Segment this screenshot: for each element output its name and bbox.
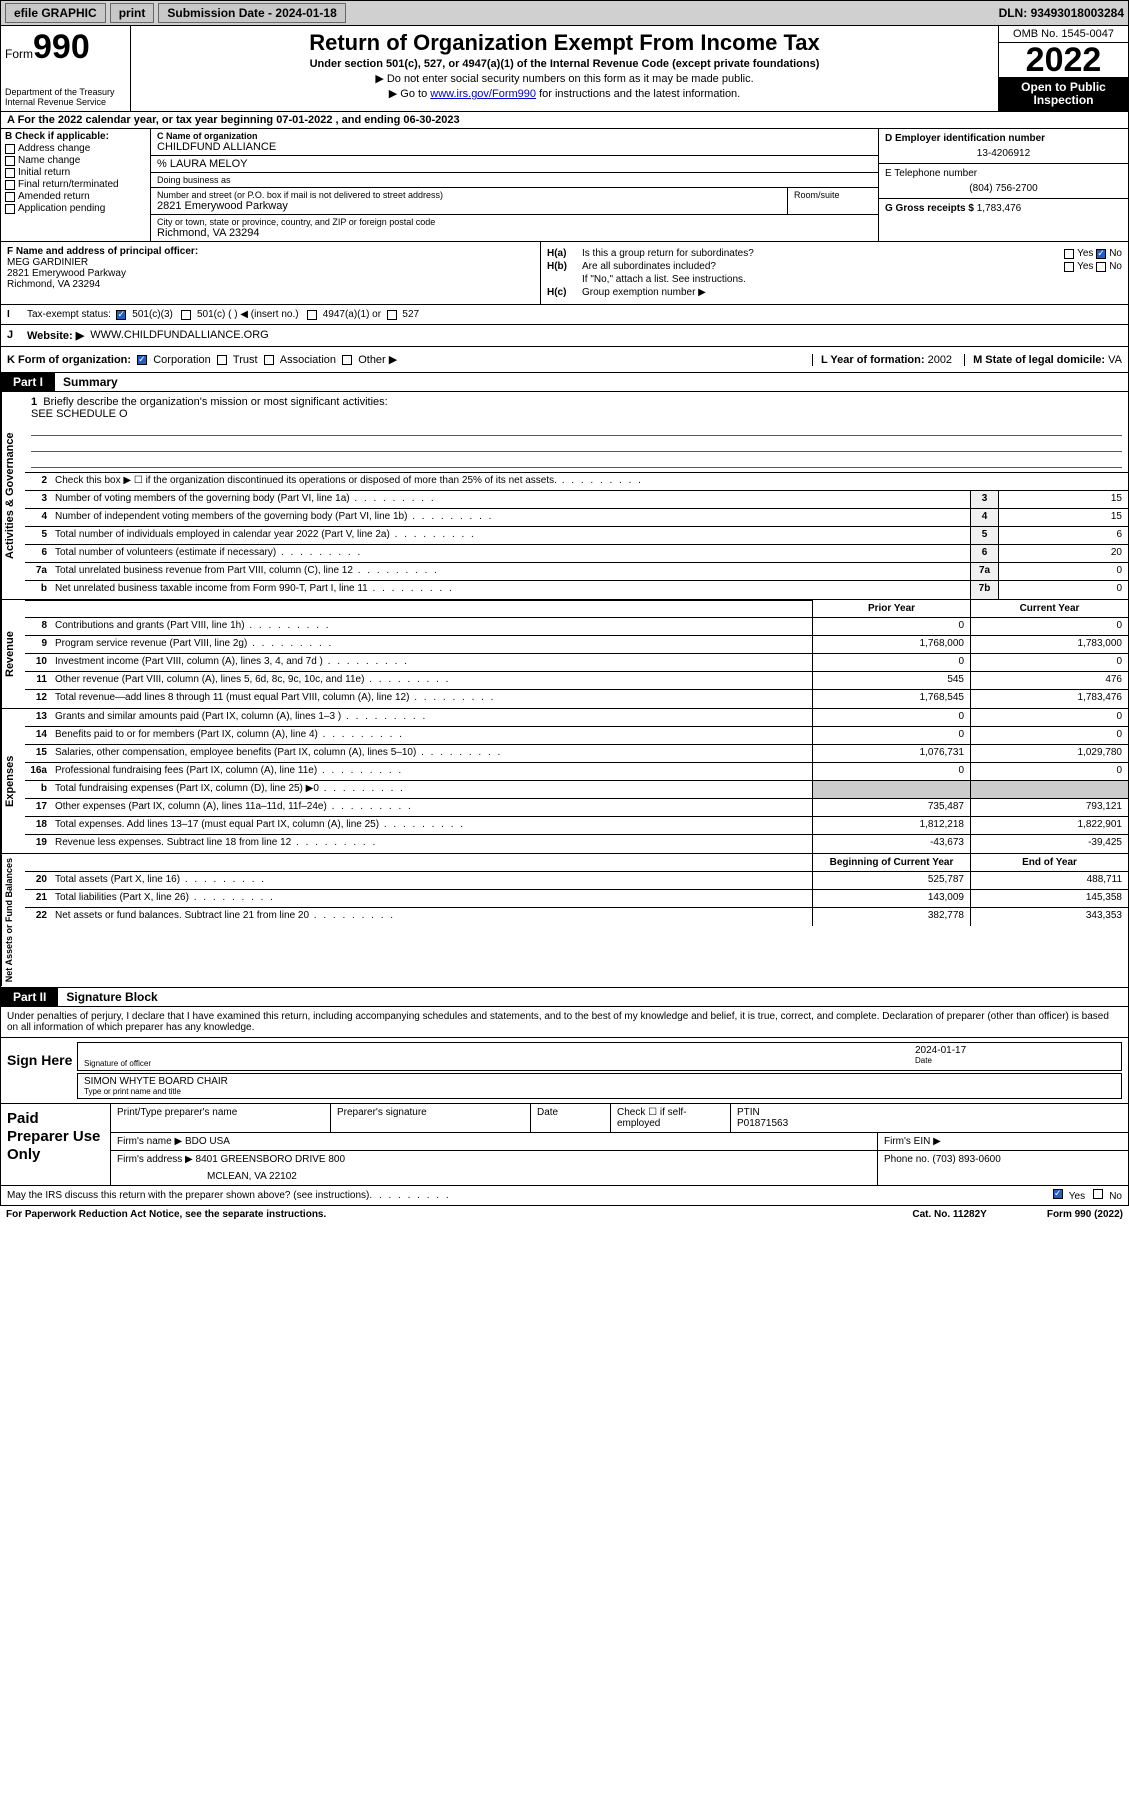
- officer-row: F Name and address of principal officer:…: [0, 242, 1129, 305]
- tax-status-row: I Tax-exempt status: 501(c)(3) 501(c) ( …: [0, 305, 1129, 325]
- data-line: 9Program service revenue (Part VIII, lin…: [25, 636, 1128, 654]
- gov-line: bNet unrelated business taxable income f…: [25, 581, 1128, 599]
- governance-section: Activities & Governance 1 Briefly descri…: [0, 392, 1129, 600]
- sign-here-block: Sign Here Signature of officer 2024-01-1…: [0, 1038, 1129, 1104]
- form-title-right: OMB No. 1545-0047 2022 Open to PublicIns…: [998, 26, 1128, 111]
- gov-line: 4Number of independent voting members of…: [25, 509, 1128, 527]
- data-line: 22Net assets or fund balances. Subtract …: [25, 908, 1128, 926]
- org-info: C Name of organization CHILDFUND ALLIANC…: [151, 129, 878, 241]
- data-line: 19Revenue less expenses. Subtract line 1…: [25, 835, 1128, 853]
- data-line: 10Investment income (Part VIII, column (…: [25, 654, 1128, 672]
- form-title: Return of Organization Exempt From Incom…: [135, 30, 994, 56]
- dln: DLN: 93493018003284: [999, 6, 1124, 20]
- main-info: B Check if applicable: Address change Na…: [0, 129, 1129, 242]
- submission-date: Submission Date - 2024-01-18: [158, 3, 345, 23]
- gov-line: 7aTotal unrelated business revenue from …: [25, 563, 1128, 581]
- form-org-row: K Form of organization: Corporation Trus…: [0, 347, 1129, 373]
- part1-header: Part I Summary: [0, 373, 1129, 392]
- revenue-section: Revenue Prior Year Current Year 8Contrib…: [0, 600, 1129, 709]
- data-line: 12Total revenue—add lines 8 through 11 (…: [25, 690, 1128, 708]
- data-line: bTotal fundraising expenses (Part IX, co…: [25, 781, 1128, 799]
- data-line: 15Salaries, other compensation, employee…: [25, 745, 1128, 763]
- data-line: 11Other revenue (Part VIII, column (A), …: [25, 672, 1128, 690]
- efile-header: efile GRAPHIC print Submission Date - 20…: [0, 0, 1129, 26]
- form-number-box: Form990 Department of the Treasury Inter…: [1, 26, 131, 111]
- netassets-section: Net Assets or Fund Balances Beginning of…: [0, 854, 1129, 987]
- form-title-row: Form990 Department of the Treasury Inter…: [0, 26, 1129, 112]
- print-button[interactable]: print: [110, 3, 155, 23]
- website-row: J Website: ▶ WWW.CHILDFUNDALLIANCE.ORG: [0, 325, 1129, 347]
- efile-label: efile GRAPHIC: [5, 3, 106, 23]
- gov-line: 3Number of voting members of the governi…: [25, 491, 1128, 509]
- gov-line: 6Total number of volunteers (estimate if…: [25, 545, 1128, 563]
- signature-declaration: Under penalties of perjury, I declare th…: [0, 1007, 1129, 1038]
- tax-year-row: A For the 2022 calendar year, or tax yea…: [0, 112, 1129, 129]
- preparer-section: Paid Preparer Use Only Print/Type prepar…: [0, 1104, 1129, 1186]
- data-line: 13Grants and similar amounts paid (Part …: [25, 709, 1128, 727]
- data-line: 8Contributions and grants (Part VIII, li…: [25, 618, 1128, 636]
- form-title-center: Return of Organization Exempt From Incom…: [131, 26, 998, 111]
- irs-link[interactable]: www.irs.gov/Form990: [430, 88, 536, 100]
- data-line: 20Total assets (Part X, line 16)525,7874…: [25, 872, 1128, 890]
- data-line: 18Total expenses. Add lines 13–17 (must …: [25, 817, 1128, 835]
- data-line: 14Benefits paid to or for members (Part …: [25, 727, 1128, 745]
- footer: For Paperwork Reduction Act Notice, see …: [0, 1206, 1129, 1223]
- data-line: 16aProfessional fundraising fees (Part I…: [25, 763, 1128, 781]
- discuss-row: May the IRS discuss this return with the…: [0, 1186, 1129, 1206]
- part2-header: Part II Signature Block: [0, 988, 1129, 1007]
- data-line: 17Other expenses (Part IX, column (A), l…: [25, 799, 1128, 817]
- expenses-section: Expenses 13Grants and similar amounts pa…: [0, 709, 1129, 854]
- ein-column: D Employer identification number 13-4206…: [878, 129, 1128, 241]
- gov-line: 5Total number of individuals employed in…: [25, 527, 1128, 545]
- check-b-column: B Check if applicable: Address change Na…: [1, 129, 151, 241]
- gov-line: 2Check this box ▶ ☐ if the organization …: [25, 473, 1128, 491]
- data-line: 21Total liabilities (Part X, line 26)143…: [25, 890, 1128, 908]
